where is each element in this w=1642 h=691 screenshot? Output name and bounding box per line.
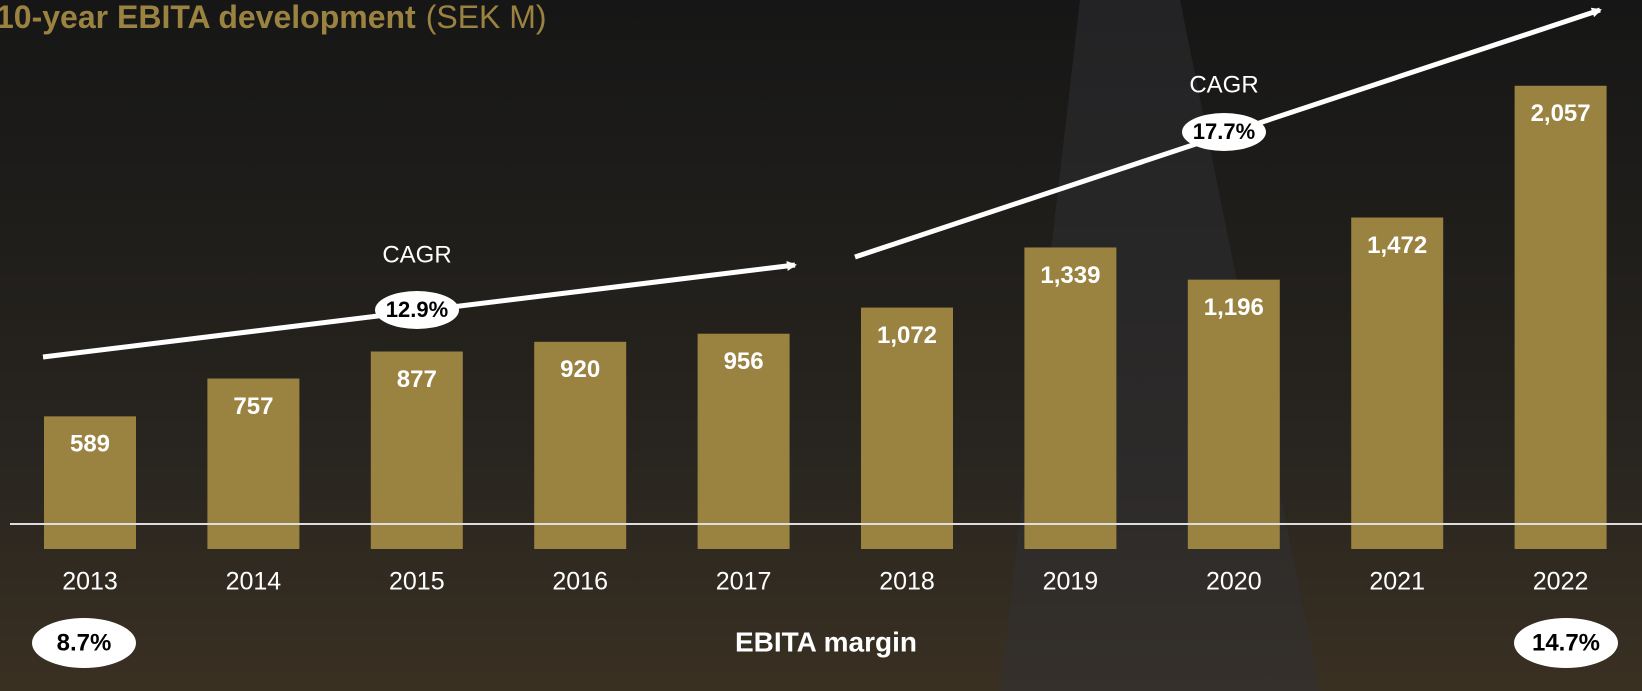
- bar: [1351, 217, 1444, 549]
- margin-start: 8.7%: [57, 629, 112, 656]
- x-tick-label: 2017: [716, 568, 772, 596]
- margin-end: 14.7%: [1532, 629, 1600, 656]
- x-tick-label: 2015: [389, 568, 445, 596]
- value-label: 2,057: [1531, 100, 1591, 127]
- x-tick-label: 2013: [62, 568, 118, 596]
- value-label: 1,472: [1367, 232, 1427, 259]
- value-label: 589: [70, 431, 110, 458]
- title: 10-year EBITA development: [0, 0, 416, 35]
- value-label: 1,339: [1040, 262, 1100, 289]
- x-tick-label: 2019: [1043, 568, 1099, 596]
- bar: [1514, 85, 1607, 549]
- bar: [697, 333, 790, 549]
- x-tick-label: 2018: [879, 568, 935, 596]
- subtitle: (SEK M): [426, 0, 547, 35]
- bar: [1187, 279, 1280, 549]
- x-tick-label: 2021: [1369, 568, 1425, 596]
- bar: [861, 307, 953, 549]
- margin-badge: [1514, 618, 1618, 668]
- bar: [207, 378, 300, 549]
- value-label: 757: [233, 393, 273, 420]
- value-label: 956: [724, 348, 764, 375]
- bar: [44, 416, 136, 549]
- value-label: 1,196: [1204, 294, 1264, 321]
- x-tick-label: 2014: [226, 568, 282, 596]
- cagr-value: 17.7%: [1193, 119, 1255, 144]
- x-tick-label: 2016: [552, 568, 608, 596]
- cagr-label: CAGR: [382, 241, 451, 268]
- cagr-label: CAGR: [1189, 71, 1258, 98]
- cagr-badge: [375, 291, 459, 329]
- bar: [1024, 247, 1117, 549]
- value-label: 1,072: [877, 322, 937, 349]
- chart-title: 10-year EBITA development (SEK M): [0, 0, 547, 35]
- cagr-value: 12.9%: [386, 297, 448, 322]
- margin-badge: [32, 618, 136, 668]
- bar: [370, 351, 463, 549]
- bar: [534, 341, 627, 549]
- value-label: 920: [560, 356, 600, 383]
- value-label: 877: [397, 366, 437, 393]
- cagr-badge: [1182, 113, 1266, 151]
- margin-label: EBITA margin: [735, 626, 917, 657]
- x-tick-label: 2022: [1533, 568, 1589, 596]
- x-tick-label: 2020: [1206, 568, 1262, 596]
